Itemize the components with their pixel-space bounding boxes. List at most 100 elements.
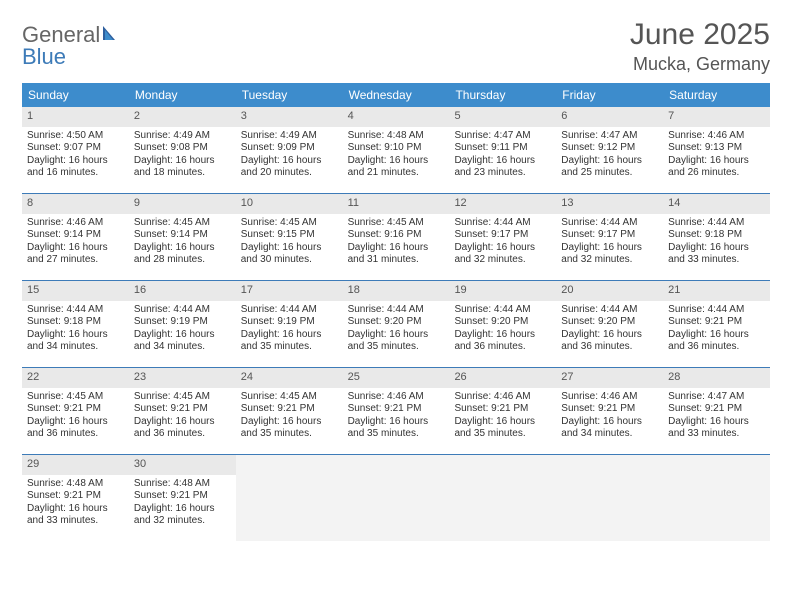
weekday-header: Friday <box>556 83 663 107</box>
day-details: Sunrise: 4:45 AMSunset: 9:16 PMDaylight:… <box>343 214 450 273</box>
sunset-line: Sunset: 9:17 PM <box>561 229 658 242</box>
day-details: Sunrise: 4:48 AMSunset: 9:21 PMDaylight:… <box>129 475 236 534</box>
sunrise-line: Sunrise: 4:44 AM <box>241 304 338 317</box>
day-number: 10 <box>236 194 343 214</box>
day-number: 1 <box>22 107 129 127</box>
day-cell: 1 Sunrise: 4:50 AMSunset: 9:07 PMDaylight… <box>22 107 129 193</box>
day-details: Sunrise: 4:44 AMSunset: 9:21 PMDaylight:… <box>663 301 770 360</box>
sunset-line: Sunset: 9:21 PM <box>348 403 445 416</box>
day-cell: 21Sunrise: 4:44 AMSunset: 9:21 PMDayligh… <box>663 281 770 367</box>
day-cell: 4Sunrise: 4:48 AMSunset: 9:10 PMDaylight… <box>343 107 450 193</box>
location-label: Mucka, Germany <box>630 54 770 75</box>
day-details: Sunrise: 4:44 AMSunset: 9:20 PMDaylight:… <box>449 301 556 360</box>
day-details: Sunrise: 4:46 AMSunset: 9:21 PMDaylight:… <box>449 388 556 447</box>
day-details: Sunrise: 4:46 AMSunset: 9:21 PMDaylight:… <box>556 388 663 447</box>
sunset-line: Sunset: 9:21 PM <box>241 403 338 416</box>
sunset-line: Sunset: 9:20 PM <box>561 316 658 329</box>
logo-word2: Blue <box>22 44 66 69</box>
sunset-line: Sunset: 9:21 PM <box>27 490 124 503</box>
day-cell: 28Sunrise: 4:47 AMSunset: 9:21 PMDayligh… <box>663 368 770 454</box>
sunrise-line: Sunrise: 4:46 AM <box>561 391 658 404</box>
sunset-line: Sunset: 9:07 PM <box>27 142 124 155</box>
day-details: Sunrise: 4:46 AMSunset: 9:13 PMDaylight:… <box>663 127 770 186</box>
empty-cell <box>663 455 770 541</box>
day-details: Sunrise: 4:45 AMSunset: 9:15 PMDaylight:… <box>236 214 343 273</box>
sunrise-line: Sunrise: 4:44 AM <box>134 304 231 317</box>
day-number: 21 <box>663 281 770 301</box>
day-cell: 7Sunrise: 4:46 AMSunset: 9:13 PMDaylight… <box>663 107 770 193</box>
week-row: 1Sunrise: 4:50 AMSunset: 9:07 PMDaylight… <box>22 107 770 194</box>
weekday-header: Saturday <box>663 83 770 107</box>
sunrise-line: Sunrise: 4:49 AM <box>134 130 231 143</box>
sunset-line: Sunset: 9:08 PM <box>134 142 231 155</box>
sunrise-line: Sunrise: 4:45 AM <box>241 391 338 404</box>
day-cell: 26Sunrise: 4:46 AMSunset: 9:21 PMDayligh… <box>449 368 556 454</box>
weekday-header-row: SundayMondayTuesdayWednesdayThursdayFrid… <box>22 83 770 107</box>
page-title: June 2025 <box>630 18 770 52</box>
day-cell: 23Sunrise: 4:45 AMSunset: 9:21 PMDayligh… <box>129 368 236 454</box>
daylight-line: Daylight: 16 hours and 30 minutes. <box>241 242 338 267</box>
sunset-line: Sunset: 9:14 PM <box>27 229 124 242</box>
sunrise-line: Sunrise: 4:44 AM <box>454 217 551 230</box>
sunrise-line: Sunrise: 4:50 AM <box>27 130 124 143</box>
day-number: 8 <box>22 194 129 214</box>
daylight-line: Daylight: 16 hours and 36 minutes. <box>561 329 658 354</box>
sunrise-line: Sunrise: 4:45 AM <box>134 217 231 230</box>
sunset-line: Sunset: 9:21 PM <box>668 403 765 416</box>
day-number: 18 <box>343 281 450 301</box>
sunrise-line: Sunrise: 4:49 AM <box>241 130 338 143</box>
daylight-line: Daylight: 16 hours and 31 minutes. <box>348 242 445 267</box>
day-details: Sunrise: 4:46 AMSunset: 9:21 PMDaylight:… <box>343 388 450 447</box>
day-cell: 15Sunrise: 4:44 AMSunset: 9:18 PMDayligh… <box>22 281 129 367</box>
sunset-line: Sunset: 9:18 PM <box>668 229 765 242</box>
day-number: 15 <box>22 281 129 301</box>
sunset-line: Sunset: 9:18 PM <box>27 316 124 329</box>
sunrise-line: Sunrise: 4:46 AM <box>454 391 551 404</box>
empty-cell <box>449 455 556 541</box>
day-cell: 27Sunrise: 4:46 AMSunset: 9:21 PMDayligh… <box>556 368 663 454</box>
day-number: 5 <box>449 107 556 127</box>
sunrise-line: Sunrise: 4:47 AM <box>668 391 765 404</box>
sunrise-line: Sunrise: 4:44 AM <box>561 217 658 230</box>
daylight-line: Daylight: 16 hours and 18 minutes. <box>134 155 231 180</box>
daylight-line: Daylight: 16 hours and 16 minutes. <box>27 155 124 180</box>
day-number: 11 <box>343 194 450 214</box>
sunrise-line: Sunrise: 4:47 AM <box>561 130 658 143</box>
day-details: Sunrise: 4:44 AMSunset: 9:18 PMDaylight:… <box>22 301 129 360</box>
week-row: 22Sunrise: 4:45 AMSunset: 9:21 PMDayligh… <box>22 368 770 455</box>
daylight-line: Daylight: 16 hours and 33 minutes. <box>668 242 765 267</box>
weekday-header: Wednesday <box>343 83 450 107</box>
day-cell: 19Sunrise: 4:44 AMSunset: 9:20 PMDayligh… <box>449 281 556 367</box>
sail-icon <box>101 24 121 46</box>
weeks-container: 1Sunrise: 4:50 AMSunset: 9:07 PMDaylight… <box>22 107 770 541</box>
weekday-header: Thursday <box>449 83 556 107</box>
day-number: 24 <box>236 368 343 388</box>
day-number: 25 <box>343 368 450 388</box>
daylight-line: Daylight: 16 hours and 36 minutes. <box>27 416 124 441</box>
daylight-line: Daylight: 16 hours and 33 minutes. <box>27 503 124 528</box>
weekday-header: Sunday <box>22 83 129 107</box>
day-details: Sunrise: 4:44 AMSunset: 9:20 PMDaylight:… <box>343 301 450 360</box>
sunrise-line: Sunrise: 4:44 AM <box>27 304 124 317</box>
week-row: 29Sunrise: 4:48 AMSunset: 9:21 PMDayligh… <box>22 455 770 541</box>
daylight-line: Daylight: 16 hours and 25 minutes. <box>561 155 658 180</box>
weekday-header: Tuesday <box>236 83 343 107</box>
sunset-line: Sunset: 9:10 PM <box>348 142 445 155</box>
sunset-line: Sunset: 9:16 PM <box>348 229 445 242</box>
day-number: 23 <box>129 368 236 388</box>
day-number: 30 <box>129 455 236 475</box>
sunrise-line: Sunrise: 4:44 AM <box>454 304 551 317</box>
day-cell: 24Sunrise: 4:45 AMSunset: 9:21 PMDayligh… <box>236 368 343 454</box>
sunrise-line: Sunrise: 4:44 AM <box>348 304 445 317</box>
day-cell: 3Sunrise: 4:49 AMSunset: 9:09 PMDaylight… <box>236 107 343 193</box>
sunset-line: Sunset: 9:20 PM <box>454 316 551 329</box>
day-number: 3 <box>236 107 343 127</box>
day-details: Sunrise: 4:45 AMSunset: 9:21 PMDaylight:… <box>236 388 343 447</box>
sunrise-line: Sunrise: 4:44 AM <box>561 304 658 317</box>
logo: GeneralBlue <box>22 18 121 68</box>
sunset-line: Sunset: 9:15 PM <box>241 229 338 242</box>
day-number: 27 <box>556 368 663 388</box>
day-cell: 13Sunrise: 4:44 AMSunset: 9:17 PMDayligh… <box>556 194 663 280</box>
sunset-line: Sunset: 9:13 PM <box>668 142 765 155</box>
daylight-line: Daylight: 16 hours and 36 minutes. <box>134 416 231 441</box>
